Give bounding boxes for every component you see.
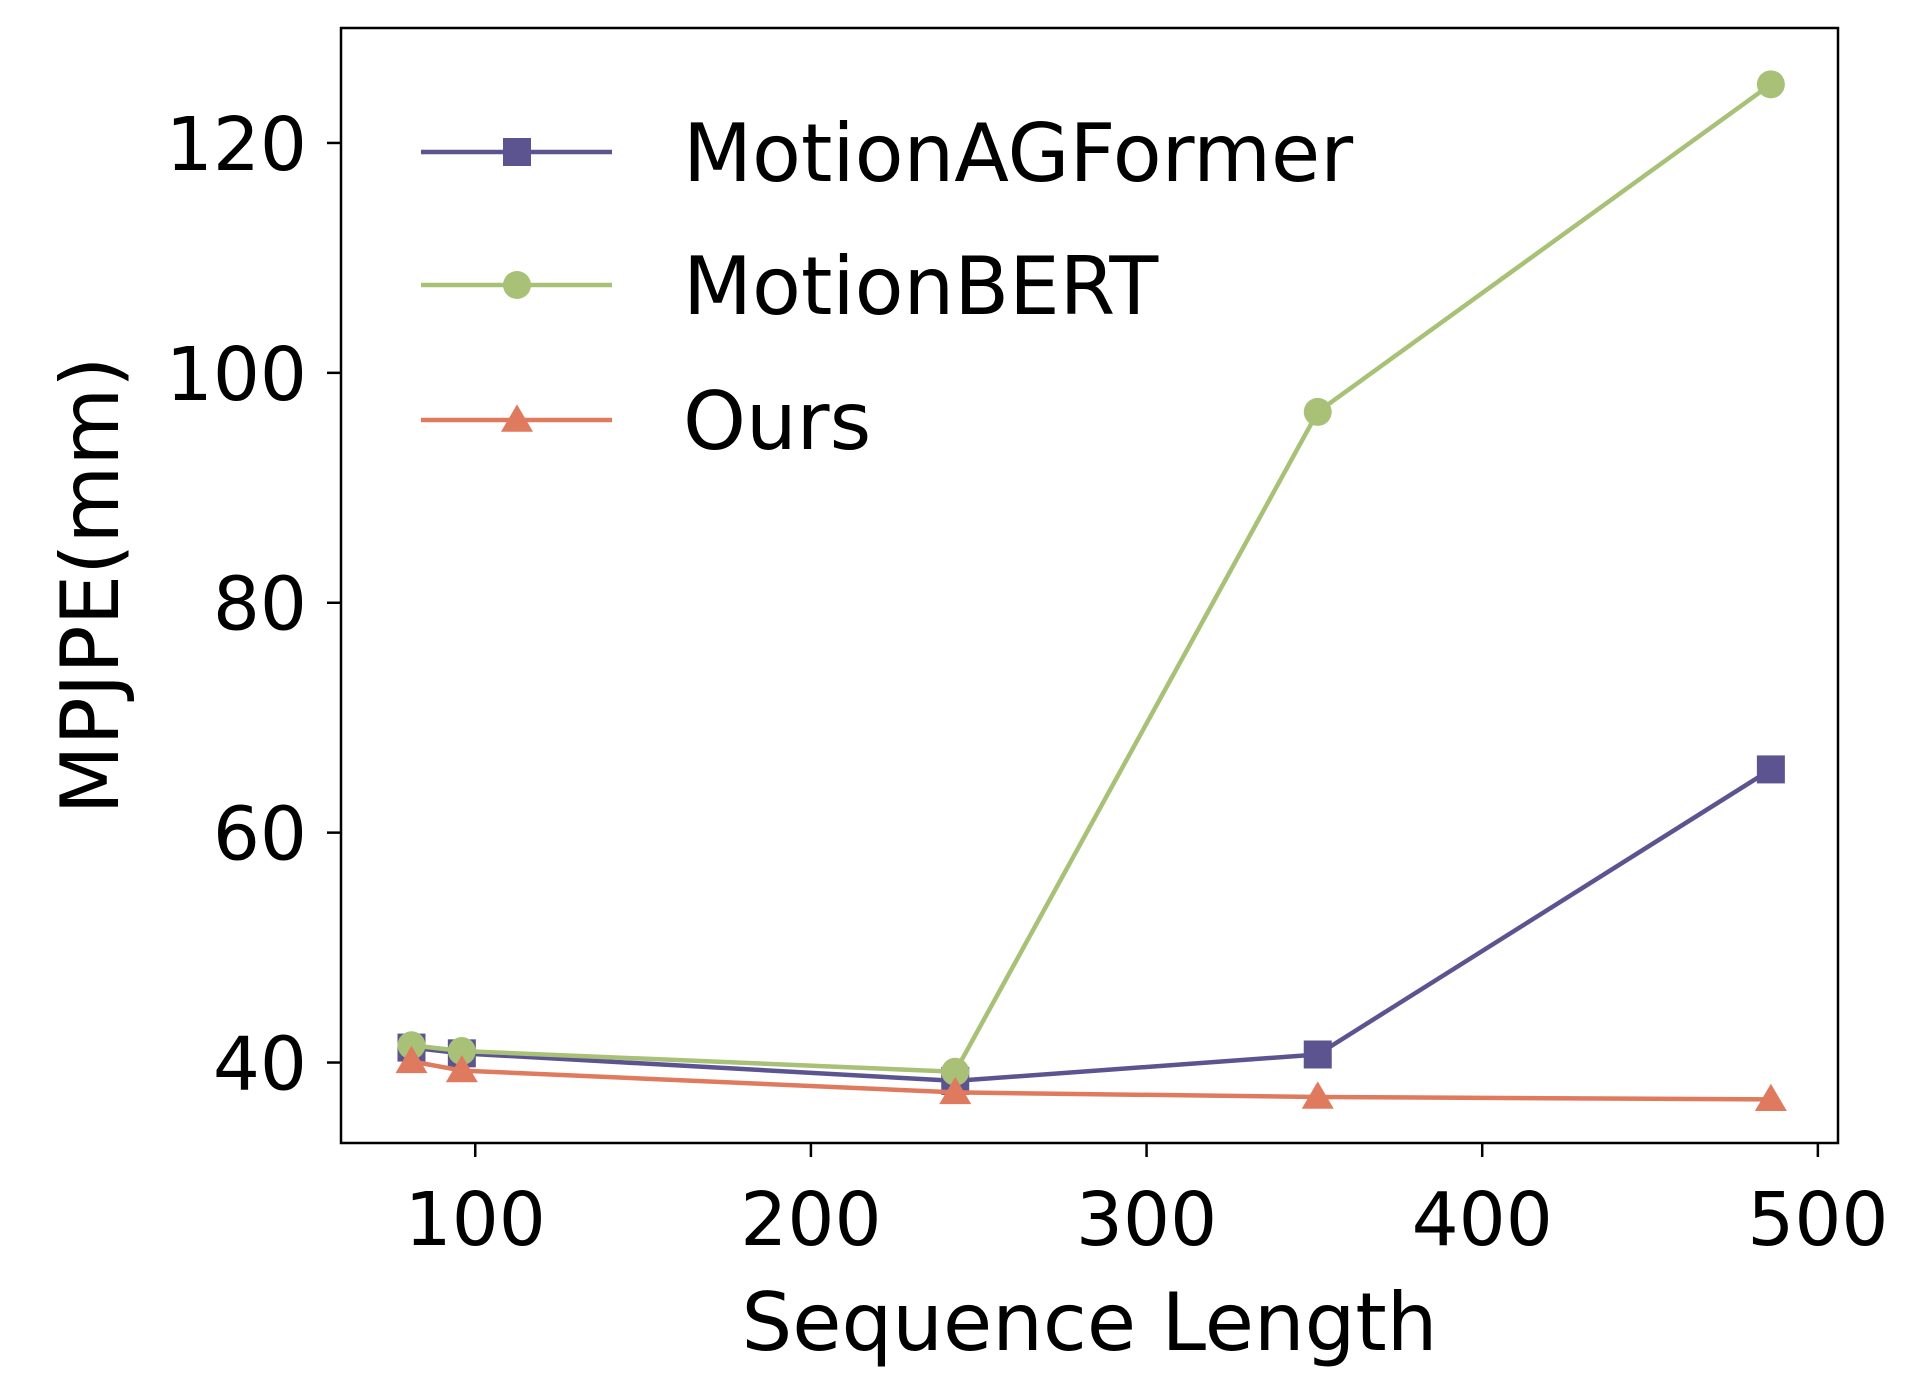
data-point [397, 1031, 426, 1060]
y-axis-label: MPJPE(mm) [44, 357, 137, 815]
data-point [1303, 1040, 1332, 1069]
data-point [1756, 70, 1785, 99]
series-motionbert [397, 70, 1785, 1086]
x-tick-label: 300 [1076, 1177, 1217, 1263]
data-point [1303, 397, 1332, 426]
plot-frame [339, 26, 1840, 1145]
data-point [939, 1076, 972, 1105]
legend-label: MotionBERT [683, 240, 1159, 333]
data-point [1754, 1083, 1787, 1112]
legend-marker [503, 271, 531, 299]
legend: MotionAGFormer MotionBERT Ours [421, 107, 1353, 468]
data-point [1756, 755, 1785, 784]
y-tick-label: 120 [166, 102, 307, 188]
x-axis: 100 200 300 400 500 [405, 1143, 1888, 1263]
y-tick-label: 100 [166, 332, 307, 418]
data-point [447, 1037, 476, 1066]
legend-item: MotionBERT [421, 240, 1159, 333]
series-layer [395, 70, 1787, 1112]
x-tick-label: 400 [1412, 1177, 1553, 1263]
x-tick-label: 500 [1747, 1177, 1888, 1263]
data-point [941, 1057, 970, 1086]
legend-item: Ours [421, 375, 871, 468]
series-ours [395, 1045, 1787, 1112]
x-tick-label: 100 [405, 1177, 546, 1263]
x-axis-label: Sequence Length [742, 1276, 1438, 1369]
data-point [445, 1054, 478, 1083]
data-point [395, 1045, 428, 1074]
y-tick-label: 40 [213, 1022, 307, 1108]
y-tick-label: 60 [213, 792, 307, 878]
legend-label: MotionAGFormer [683, 107, 1353, 200]
y-axis: 40 60 80 100 120 [166, 102, 341, 1108]
y-tick-label: 80 [213, 562, 307, 648]
x-tick-label: 200 [740, 1177, 881, 1263]
legend-item: MotionAGFormer [421, 107, 1353, 200]
legend-label: Ours [683, 375, 871, 468]
legend-marker [503, 138, 531, 166]
legend-marker [501, 404, 533, 432]
data-point [1301, 1081, 1334, 1109]
